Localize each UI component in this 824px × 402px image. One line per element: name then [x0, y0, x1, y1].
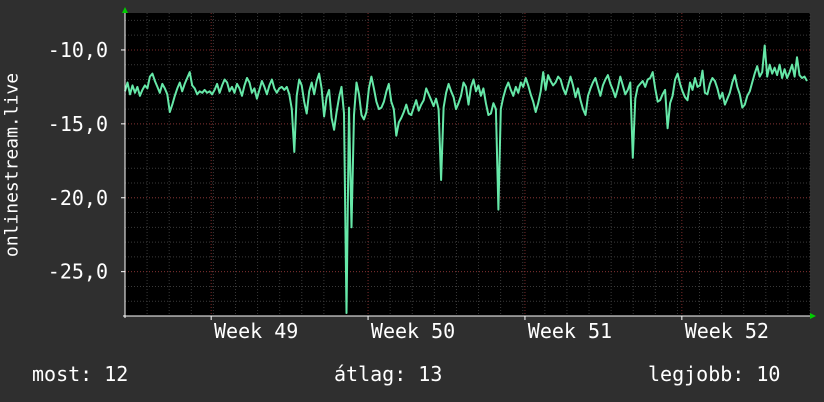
y-tick-label: -20,0	[48, 186, 108, 210]
y-axis-ticks: -10,0 -15,0 -20,0 -25,0	[48, 38, 810, 284]
plot-background	[125, 13, 810, 316]
y-axis-arrow-icon	[122, 7, 128, 13]
y-tick-label: -25,0	[48, 260, 108, 284]
stat-current: most: 12	[32, 362, 129, 386]
stat-average: átlag: 13	[334, 362, 443, 386]
x-axis-ticks: Week 49 Week 50 Week 51 Week 52	[210, 13, 769, 343]
y-tick-label: -15,0	[48, 112, 108, 136]
stat-best: legjobb: 10	[648, 362, 781, 386]
x-tick-label: Week 49	[214, 319, 298, 343]
y-tick-label: -10,0	[48, 38, 108, 62]
x-tick-label: Week 51	[528, 319, 612, 343]
y-axis-label-area: onlinestream.live	[0, 0, 24, 330]
y-axis-label: onlinestream.live	[1, 72, 23, 258]
x-tick-label: Week 50	[371, 319, 455, 343]
x-tick-label: Week 52	[685, 319, 769, 343]
series-line	[124, 44, 808, 314]
x-axis-arrow-icon	[810, 313, 816, 319]
